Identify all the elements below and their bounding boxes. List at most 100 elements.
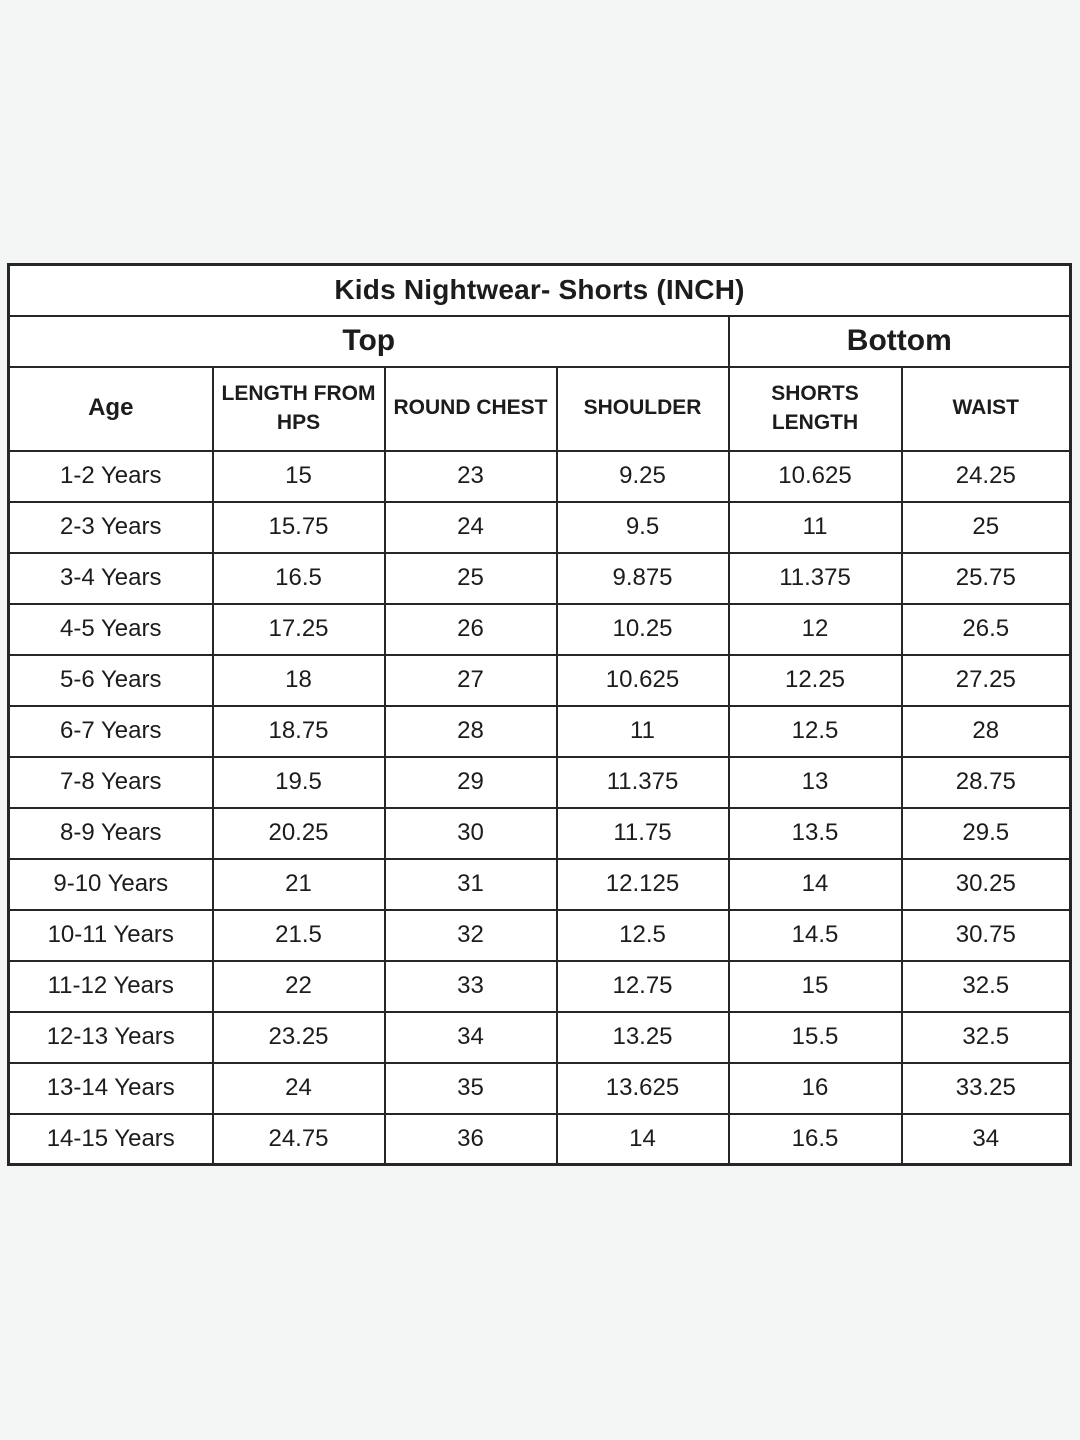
measurement-cell: 34 [900, 1112, 1072, 1166]
measurement-cell: 18 [211, 653, 386, 707]
measurement-cell: 28 [900, 704, 1072, 758]
measurement-cell: 26 [383, 602, 558, 656]
column-header-row: Age LENGTH FROM HPS ROUND CHEST SHOULDER… [7, 365, 1072, 452]
group-header-top: Top [7, 314, 730, 368]
measurement-cell: 34 [383, 1010, 558, 1064]
measurement-cell: 24 [383, 500, 558, 554]
measurement-cell: 13.5 [727, 806, 903, 860]
measurement-cell: 16.5 [211, 551, 386, 605]
measurement-cell: 30 [383, 806, 558, 860]
measurement-cell: 36 [383, 1112, 558, 1166]
age-cell: 3-4 Years [7, 551, 214, 605]
measurement-cell: 23.25 [211, 1010, 386, 1064]
age-cell: 10-11 Years [7, 908, 214, 962]
measurement-cell: 28 [383, 704, 558, 758]
measurement-cell: 29.5 [900, 806, 1072, 860]
table-row: 7-8 Years 19.5 29 11.375 13 28.75 [7, 755, 1072, 809]
measurement-cell: 32 [383, 908, 558, 962]
measurement-cell: 21.5 [211, 908, 386, 962]
group-header-bottom: Bottom [727, 314, 1072, 368]
measurement-cell: 24.75 [211, 1112, 386, 1166]
measurement-cell: 12.5 [555, 908, 730, 962]
table-row: 8-9 Years 20.25 30 11.75 13.5 29.5 [7, 806, 1072, 860]
measurement-cell: 35 [383, 1061, 558, 1115]
age-cell: 4-5 Years [7, 602, 214, 656]
age-cell: 12-13 Years [7, 1010, 214, 1064]
measurement-cell: 25 [900, 500, 1072, 554]
table-row: 1-2 Years 15 23 9.25 10.625 24.25 [7, 449, 1072, 503]
measurement-cell: 9.5 [555, 500, 730, 554]
table-row: 12-13 Years 23.25 34 13.25 15.5 32.5 [7, 1010, 1072, 1064]
table-row: 14-15 Years 24.75 36 14 16.5 34 [7, 1112, 1072, 1166]
age-cell: 5-6 Years [7, 653, 214, 707]
measurement-cell: 27 [383, 653, 558, 707]
measurement-cell: 29 [383, 755, 558, 809]
measurement-cell: 25 [383, 551, 558, 605]
age-cell: 6-7 Years [7, 704, 214, 758]
column-header-length-from-hps: LENGTH FROM HPS [211, 365, 386, 452]
table-row: 10-11 Years 21.5 32 12.5 14.5 30.75 [7, 908, 1072, 962]
age-cell: 8-9 Years [7, 806, 214, 860]
measurement-cell: 16.5 [727, 1112, 903, 1166]
measurement-cell: 14 [727, 857, 903, 911]
age-cell: 7-8 Years [7, 755, 214, 809]
table-row: 9-10 Years 21 31 12.125 14 30.25 [7, 857, 1072, 911]
age-cell: 2-3 Years [7, 500, 214, 554]
measurement-cell: 12.75 [555, 959, 730, 1013]
age-cell: 11-12 Years [7, 959, 214, 1013]
measurement-cell: 11.75 [555, 806, 730, 860]
measurement-cell: 15 [727, 959, 903, 1013]
measurement-cell: 15.5 [727, 1010, 903, 1064]
table-row: 5-6 Years 18 27 10.625 12.25 27.25 [7, 653, 1072, 707]
size-chart-table: Kids Nightwear- Shorts (INCH) Top Bottom… [7, 263, 1073, 1166]
measurement-cell: 25.75 [900, 551, 1072, 605]
chart-title: Kids Nightwear- Shorts (INCH) [7, 263, 1072, 317]
measurement-cell: 12.125 [555, 857, 730, 911]
measurement-cell: 11.375 [555, 755, 730, 809]
table-row: 3-4 Years 16.5 25 9.875 11.375 25.75 [7, 551, 1072, 605]
column-header-round-chest: ROUND CHEST [383, 365, 558, 452]
measurement-cell: 14 [555, 1112, 730, 1166]
table-row: 2-3 Years 15.75 24 9.5 11 25 [7, 500, 1072, 554]
measurement-cell: 10.625 [727, 449, 903, 503]
measurement-cell: 32.5 [900, 1010, 1072, 1064]
measurement-cell: 31 [383, 857, 558, 911]
measurement-cell: 23 [383, 449, 558, 503]
measurement-cell: 17.25 [211, 602, 386, 656]
measurement-cell: 30.25 [900, 857, 1072, 911]
measurement-cell: 10.25 [555, 602, 730, 656]
column-header-shoulder: SHOULDER [555, 365, 730, 452]
measurement-cell: 33 [383, 959, 558, 1013]
measurement-cell: 32.5 [900, 959, 1072, 1013]
title-row: Kids Nightwear- Shorts (INCH) [7, 263, 1072, 317]
measurement-cell: 19.5 [211, 755, 386, 809]
measurement-cell: 13.25 [555, 1010, 730, 1064]
table-row: 11-12 Years 22 33 12.75 15 32.5 [7, 959, 1072, 1013]
measurement-cell: 11.375 [727, 551, 903, 605]
column-header-waist: WAIST [900, 365, 1072, 452]
measurement-cell: 21 [211, 857, 386, 911]
table-row: 6-7 Years 18.75 28 11 12.5 28 [7, 704, 1072, 758]
measurement-cell: 13.625 [555, 1061, 730, 1115]
measurement-cell: 10.625 [555, 653, 730, 707]
measurement-cell: 28.75 [900, 755, 1072, 809]
measurement-cell: 33.25 [900, 1061, 1072, 1115]
measurement-cell: 27.25 [900, 653, 1072, 707]
age-cell: 13-14 Years [7, 1061, 214, 1115]
measurement-cell: 30.75 [900, 908, 1072, 962]
measurement-cell: 12.25 [727, 653, 903, 707]
measurement-cell: 15.75 [211, 500, 386, 554]
table-row: 4-5 Years 17.25 26 10.25 12 26.5 [7, 602, 1072, 656]
age-cell: 9-10 Years [7, 857, 214, 911]
group-header-row: Top Bottom [7, 314, 1072, 368]
column-header-shorts-length: SHORTS LENGTH [727, 365, 903, 452]
age-cell: 1-2 Years [7, 449, 214, 503]
measurement-cell: 9.25 [555, 449, 730, 503]
age-cell: 14-15 Years [7, 1112, 214, 1166]
measurement-cell: 11 [727, 500, 903, 554]
measurement-cell: 26.5 [900, 602, 1072, 656]
measurement-cell: 11 [555, 704, 730, 758]
measurement-cell: 22 [211, 959, 386, 1013]
size-chart-sheet: Kids Nightwear- Shorts (INCH) Top Bottom… [7, 263, 1073, 1166]
measurement-cell: 9.875 [555, 551, 730, 605]
